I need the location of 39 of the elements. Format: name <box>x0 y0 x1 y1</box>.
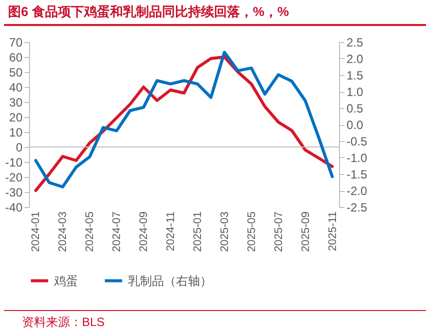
x-tick-label: 2024-01 <box>30 212 42 252</box>
y-tick-label: -20 <box>5 170 23 184</box>
y-tick-label: 60 <box>9 50 23 64</box>
y2-tick-label: 2.0 <box>346 52 364 66</box>
y-tick-label: -30 <box>5 186 23 200</box>
y2-tick-label: -1.0 <box>346 151 368 165</box>
y-tick-label: -40 <box>5 200 23 214</box>
chart-title: 图6 食品项下鸡蛋和乳制品同比持续回落，%，% <box>4 0 426 26</box>
legend-label: 鸡蛋 <box>53 274 78 288</box>
x-tick-label: 2025-01 <box>192 212 204 252</box>
x-tick-label: 2025-11 <box>326 212 339 252</box>
x-tick-label: 2024-07 <box>111 212 124 252</box>
x-tick-label: 2025-03 <box>218 212 231 252</box>
y2-tick-label: -1.5 <box>346 168 368 182</box>
text: 资料来源：BLS <box>4 310 426 331</box>
y2-tick-label: 1.0 <box>346 85 364 99</box>
y-tick-label: 30 <box>9 96 23 110</box>
x-tick-label: 2025-07 <box>272 212 285 252</box>
y-tick-label: 50 <box>9 66 23 80</box>
y-tick-label: 20 <box>9 110 23 124</box>
y2-tick-label: 2.5 <box>346 36 364 50</box>
y2-tick-label: 0.5 <box>346 102 364 116</box>
y2-tick-label: 0.0 <box>346 118 364 132</box>
x-tick-label: 2024-11 <box>165 212 178 252</box>
y2-tick-label: -2.5 <box>346 200 368 214</box>
x-tick-label: 2024-03 <box>57 212 70 252</box>
y2-tick-label: -0.5 <box>346 134 368 148</box>
y2-tick-label: -2.0 <box>346 184 368 198</box>
legend-label: 乳制品（右轴） <box>128 274 212 288</box>
x-tick-label: 2024-05 <box>84 212 96 252</box>
y-tick-label: 70 <box>9 36 23 50</box>
x-tick-label: 2025-05 <box>246 212 258 252</box>
x-tick-label: 2024-09 <box>138 212 150 252</box>
y-tick-label: 0 <box>16 140 23 154</box>
x-tick-label: 2025-09 <box>300 212 312 252</box>
y-tick-label: -10 <box>5 156 23 170</box>
y2-tick-label: 1.5 <box>346 68 364 82</box>
y-tick-label: 10 <box>9 126 23 140</box>
y-tick-label: 40 <box>9 80 23 94</box>
